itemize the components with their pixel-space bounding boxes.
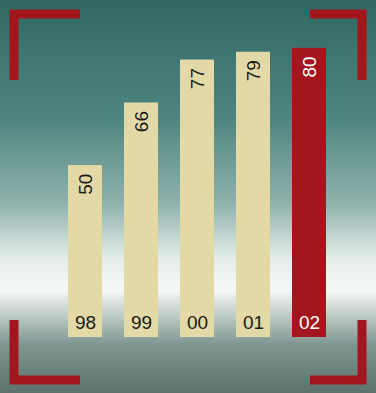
svg-text:00: 00: [187, 312, 208, 333]
svg-text:98: 98: [75, 312, 96, 333]
svg-text:79: 79: [243, 60, 264, 81]
svg-text:02: 02: [299, 312, 320, 333]
svg-text:66: 66: [131, 111, 152, 132]
svg-text:80: 80: [299, 56, 320, 77]
svg-text:99: 99: [131, 312, 152, 333]
svg-text:77: 77: [187, 68, 208, 89]
svg-text:50: 50: [75, 174, 96, 195]
svg-text:01: 01: [243, 312, 264, 333]
